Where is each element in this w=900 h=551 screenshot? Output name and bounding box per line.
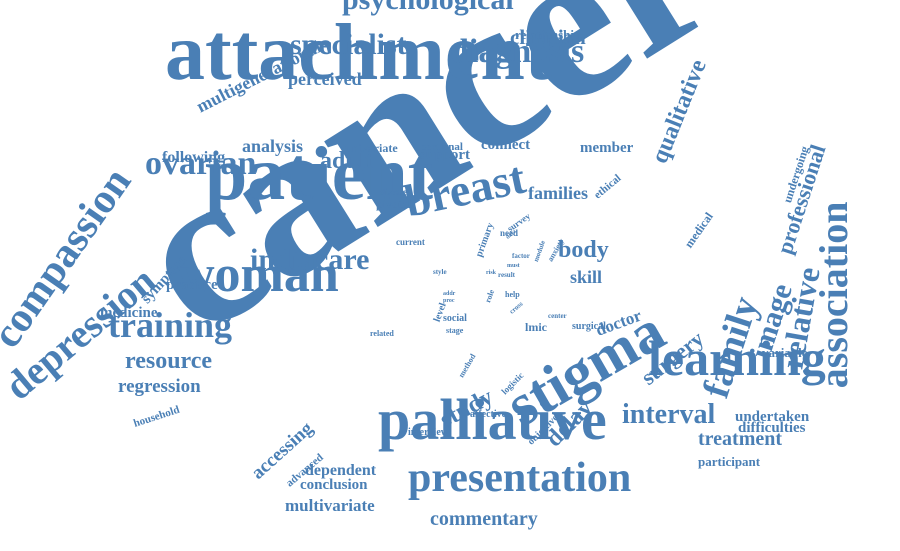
word-psychological: psychological: [342, 0, 514, 15]
word-role: role: [483, 288, 497, 304]
word-diagnosis: diagnosis: [450, 33, 585, 71]
word-risk: risk: [486, 270, 497, 277]
word-module: module: [531, 238, 548, 263]
word-center: center: [548, 311, 567, 320]
word-practice: practice: [166, 277, 218, 294]
word-cross: cross: [507, 299, 525, 316]
word-perceived: perceived: [288, 68, 362, 89]
word-skill: skill: [570, 266, 603, 287]
word-specialist: specialist: [290, 27, 407, 61]
word-following: following: [162, 148, 226, 166]
word-relationship: relationship: [515, 26, 582, 42]
word-attachment: attachment: [165, 8, 552, 97]
word-result: result: [498, 270, 515, 279]
word-training: training: [108, 304, 233, 345]
word-sectional: sectional: [422, 141, 463, 154]
word-difficulties: difficulties: [738, 420, 806, 437]
word-affective: affective: [470, 409, 507, 421]
word-clinician: clinician: [510, 24, 586, 49]
word-must: must: [507, 263, 520, 270]
word-resource: resource: [125, 348, 213, 375]
word-current: current: [396, 236, 425, 247]
word-body: body: [558, 237, 609, 264]
word-style: style: [433, 267, 447, 276]
word-commentary: commentary: [430, 508, 538, 531]
word-disease: disease: [380, 186, 407, 197]
word-undertaken: undertaken: [735, 409, 810, 426]
word-conclusion: conclusion: [300, 477, 368, 494]
word-social: social: [443, 313, 467, 325]
word-ovarian: ovarian: [145, 145, 257, 183]
word-proc: proc: [443, 298, 455, 305]
word-participant: participant: [698, 453, 761, 469]
word-help: help: [505, 289, 520, 299]
word-dependent: dependent: [305, 461, 377, 479]
word-presentation: presentation: [408, 455, 632, 502]
word-analysis: analysis: [242, 135, 304, 156]
word-surgical: surgical: [572, 321, 606, 333]
word-learning: learning: [648, 330, 826, 386]
word-need: need: [500, 227, 518, 238]
word-variable: variable: [762, 344, 808, 360]
word-palliative: palliative: [378, 386, 607, 452]
word-indiacare: indiacare: [250, 242, 370, 276]
word-connect: connect: [481, 137, 531, 154]
word-method: method: [456, 352, 478, 379]
word-medicine: medicine: [100, 305, 158, 322]
word-adult: adult: [320, 148, 374, 175]
word-treatment: treatment: [698, 428, 783, 451]
word-regression: regression: [118, 376, 201, 398]
word-primary: primary: [473, 221, 497, 259]
word-stage: stage: [446, 325, 464, 335]
word-related: related: [370, 328, 394, 338]
word-pivotal: pivotal: [376, 196, 412, 211]
word-support: support: [420, 147, 471, 164]
word-ethical: ethical: [591, 172, 624, 202]
word-member: member: [580, 140, 634, 157]
word-multivariate: multivariate: [285, 495, 375, 515]
word-household: household: [132, 404, 182, 431]
word-medical: medical: [681, 209, 716, 251]
word-woman: woman: [177, 246, 339, 304]
word-families: families: [528, 182, 588, 203]
word-lmic: lmic: [525, 319, 547, 334]
word-interval: interval: [622, 399, 716, 431]
word-interview: interview: [408, 427, 448, 439]
word-factor: factor: [512, 251, 530, 260]
word-patient: patient: [205, 131, 433, 216]
word-univariate: univariate: [345, 140, 398, 155]
word-addr: addr: [443, 291, 456, 298]
